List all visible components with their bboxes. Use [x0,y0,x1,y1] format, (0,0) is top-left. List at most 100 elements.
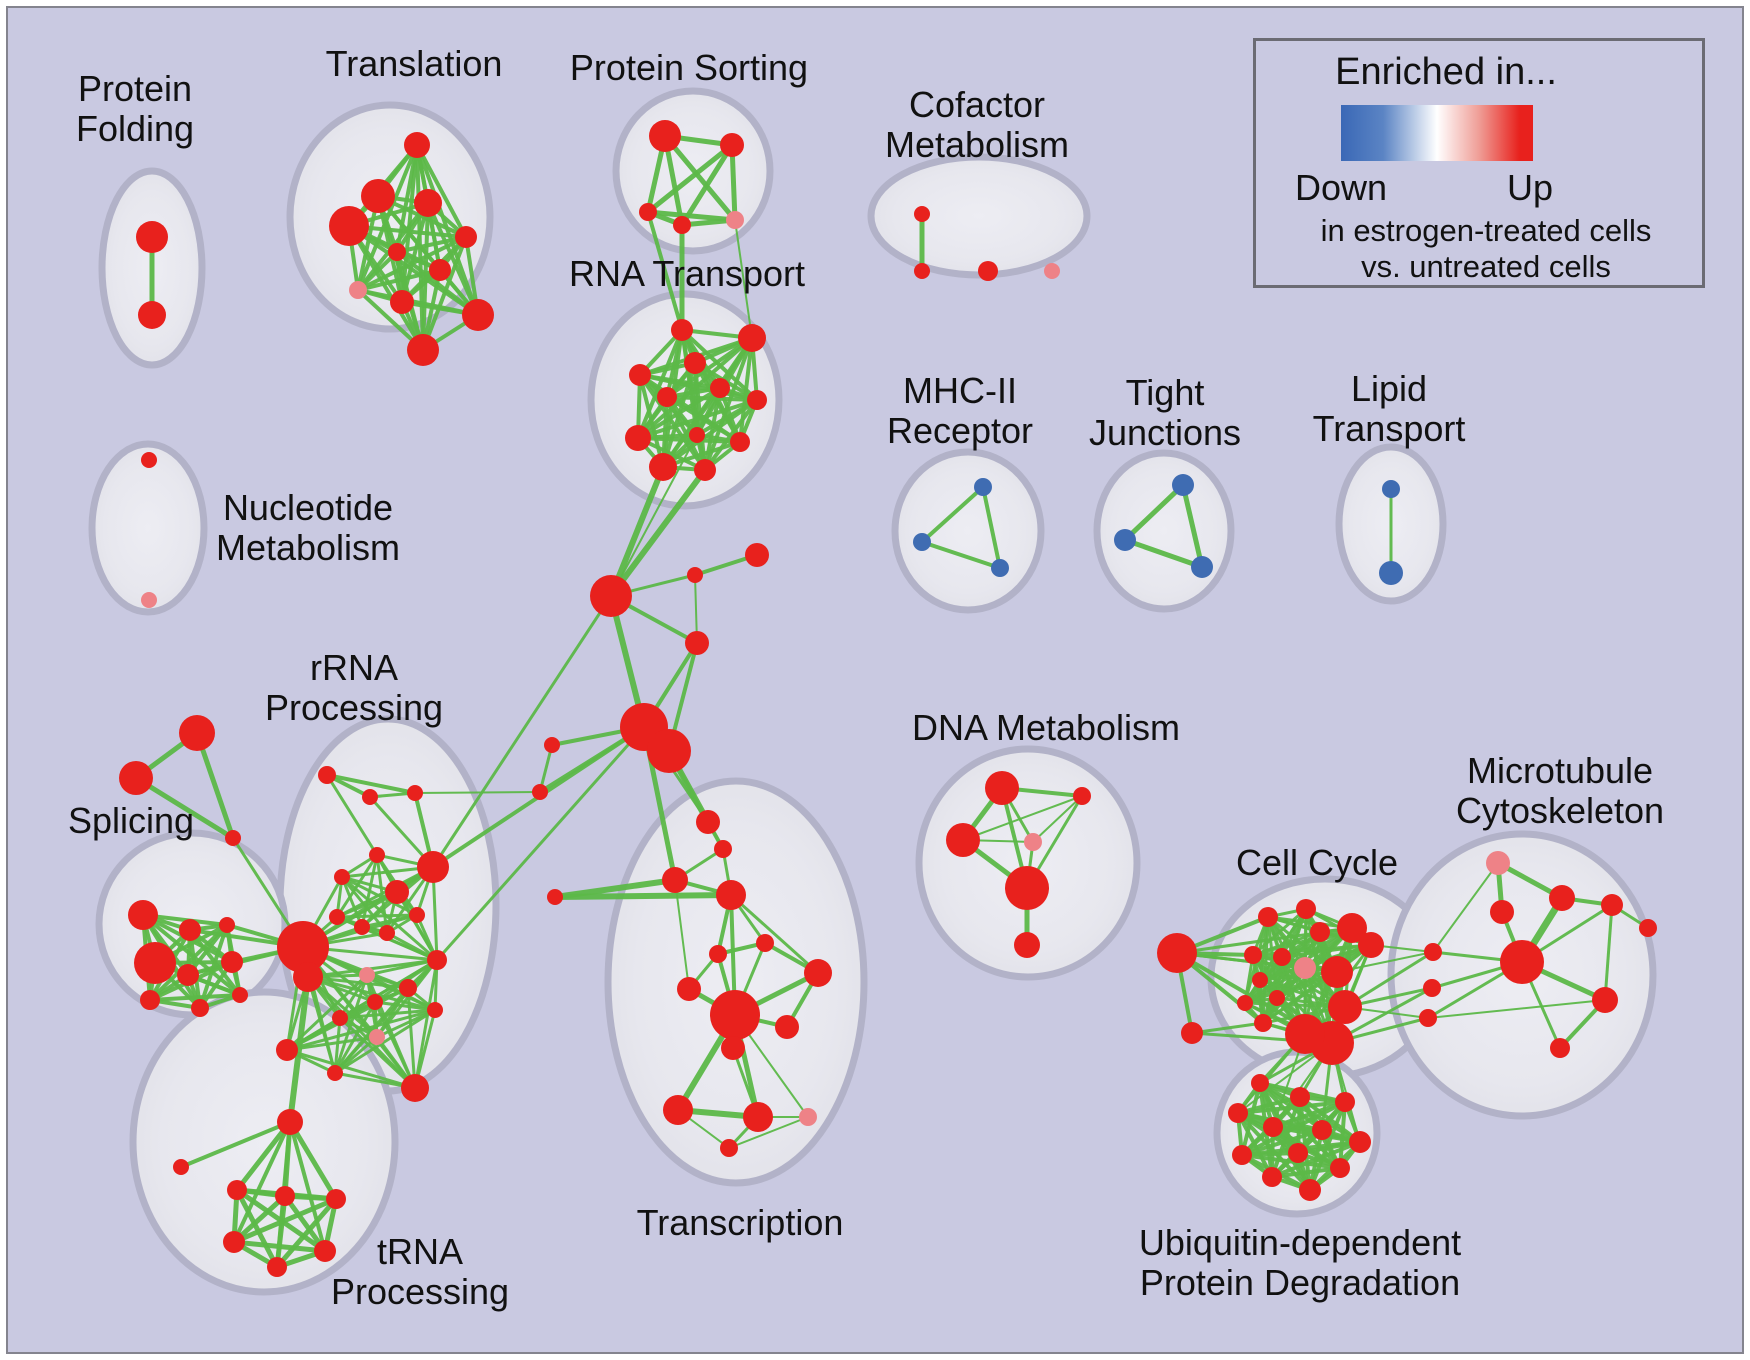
node-h2 [745,543,769,567]
node-tx4 [547,889,563,905]
node-ps4 [726,211,744,229]
cluster-label-rrna-processing-line2: Processing [265,687,443,728]
edge-rrna-low-mesh-rr17-rr18 [338,973,369,1020]
node-tn1 [173,1159,189,1175]
node-cc16 [1328,990,1362,1024]
node-mt5 [1423,979,1441,997]
node-rr20 [276,1039,298,1061]
edge-rrna-low-mesh-rr8-rr13 [306,958,439,979]
node-sp2 [179,919,201,941]
node-r2 [684,352,706,374]
cluster-ellipse-cofactor-metabolism [867,153,1091,279]
node-tn5 [223,1231,245,1253]
edge-rrna-low-mesh-rr14-rr21 [333,986,410,1075]
cluster-ellipse-nucleotide-metabolism [88,440,208,616]
node-tn7 [267,1257,287,1277]
edge-rna-transport-mesh-r3-r11 [638,373,707,472]
node-r0 [671,319,693,341]
node-t1 [361,179,395,213]
node-st0 [179,715,215,751]
node-h3 [685,631,709,655]
node-tx2 [662,867,688,893]
node-t0 [404,132,430,158]
cluster-label-protein-folding-line1: Protein [78,68,192,109]
cluster-ellipse-tight-junctions [1093,449,1235,613]
edge-rrna-low-mesh-rr17-rr22 [338,1016,417,1090]
cluster-label-nucleotide-metabolism-line2: Metabolism [216,527,400,568]
node-d1 [1073,787,1091,805]
node-u1 [1290,1087,1310,1107]
node-tx11 [721,1036,745,1060]
node-rr13 [427,950,447,970]
edge-rrna-low-mesh-rr13-rr22 [413,958,439,1090]
node-t4 [455,226,477,248]
node-cc13 [1269,990,1285,1006]
node-t7 [349,281,367,299]
node-sp8 [232,987,248,1003]
edge-cell-cycle-mesh-cc3-cc7 [1251,907,1308,957]
node-st2 [225,830,241,846]
node-sp7 [191,999,209,1017]
edge-sa0-sa1 [538,743,554,794]
node-r1 [738,324,766,352]
node-mt10 [1419,1009,1437,1027]
edge-cell-cycle-mesh-cc6-cc8 [1280,943,1373,959]
cluster-label-mhc-ii-receptor-line1: MHC-II [903,370,1017,411]
cluster-label-mhc-ii-receptor-line2: Receptor [887,410,1033,451]
edge-tn0-tn5 [232,1120,292,1244]
edge-ps2-r0 [646,210,684,332]
node-t10 [407,334,439,366]
node-rr2 [407,785,423,801]
node-rr8 [293,962,323,992]
node-r9 [730,432,750,452]
edge-ubiquitin-mesh-u9-u10 [1270,1166,1342,1179]
node-rr19 [369,1029,385,1045]
cluster-label-ubiquitin-degradation-line1: Ubiquitin-dependent [1139,1222,1461,1263]
edge-r8-h0 [610,434,698,597]
legend-box: Enriched in... Down Up in estrogen-treat… [1253,38,1705,288]
edge-translation-mesh-t2-t9 [426,201,480,317]
node-sp5 [221,951,243,973]
node-sp4 [177,964,199,986]
node-r7 [625,425,651,451]
edge-ps4-r1 [734,219,753,339]
edge-rr0-rr3 [325,773,379,857]
edge-rr0-rr2 [325,773,417,795]
node-rr0 [318,766,336,784]
node-rr1 [362,789,378,805]
cluster-label-dna-metabolism: DNA Metabolism [912,707,1180,748]
node-u4 [1263,1117,1283,1137]
edge-trna-mesh-tn3-tn6 [282,1193,328,1254]
node-cc2 [1258,907,1278,927]
edge-splicing-mesh-sp6-sp8 [148,993,242,1002]
edge-rrna-low-mesh-rr18-rr21 [333,973,369,1075]
node-u5 [1312,1120,1332,1140]
edge-protein-sorting-mesh-ps1-ps3 [679,142,735,228]
node-rr5 [385,880,409,904]
node-r5 [710,378,730,398]
node-cc0 [1157,933,1197,973]
node-tn3 [275,1186,295,1206]
node-cc3 [1296,899,1316,919]
node-rr12 [409,907,425,923]
edge-r10-h0 [608,464,666,599]
node-mt8 [1592,987,1618,1013]
edge-rrna-low-mesh-rr13-rr18 [365,958,439,977]
node-tx15 [720,1139,738,1157]
node-r10 [649,453,677,481]
legend-title: Enriched in... [1335,51,1557,93]
node-ps2 [639,203,657,221]
cluster-label-rna-transport: RNA Transport [569,253,805,294]
node-pf0 [136,221,168,253]
cluster-label-microtubule-cytoskeleton-line1: Microtubule [1467,750,1653,791]
legend-caption-line2: vs. untreated cells [1361,249,1611,284]
edge-h0-rr6 [431,594,613,869]
edge-rrna-low-mesh-rr20-rr22 [285,1048,417,1090]
node-tx13 [743,1102,773,1132]
edge-tight-junctions-mesh-tj0-tj2 [1180,482,1205,570]
legend-gradient-bar [1341,105,1533,161]
node-tx1 [714,840,732,858]
edge-tight-junctions-mesh-tj1-tj2 [1122,537,1205,570]
